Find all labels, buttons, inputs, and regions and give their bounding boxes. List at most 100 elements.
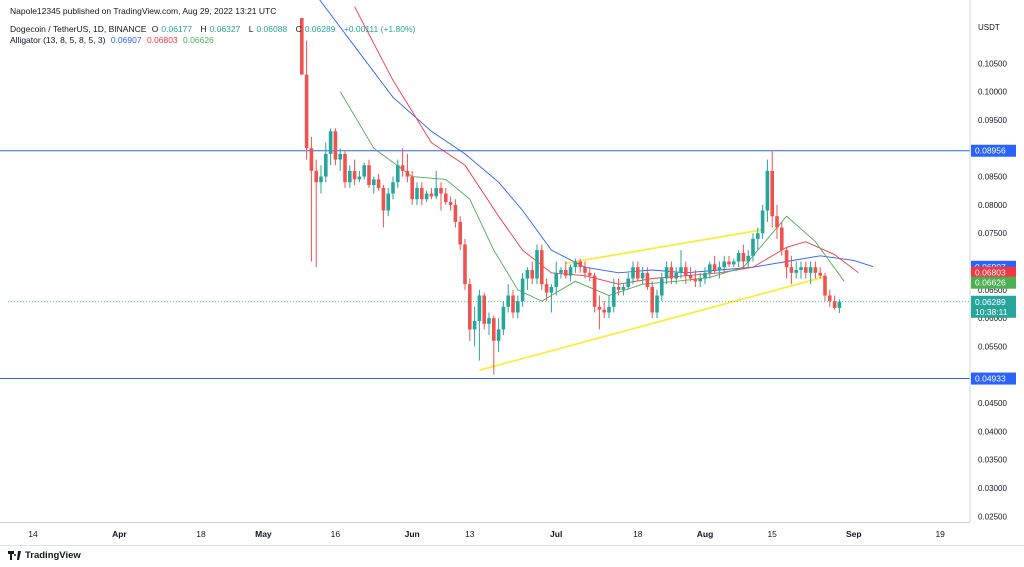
- candle: [458, 216, 462, 251]
- candle: [405, 153, 410, 183]
- alligator-lips-line: [339, 91, 845, 302]
- candle-body: [415, 187, 419, 200]
- candle-body: [626, 278, 630, 287]
- candle: [482, 292, 486, 330]
- candle-body: [319, 176, 323, 183]
- candle-body: [477, 295, 482, 321]
- candle-body: [381, 187, 386, 211]
- y-tick-label: 0.02500: [978, 512, 1007, 521]
- candle: [832, 295, 837, 310]
- high-value: 0.06327: [209, 24, 241, 34]
- y-tick-label: 0.05500: [978, 342, 1007, 351]
- candle-body: [621, 286, 626, 290]
- countdown-label: 10:38:11: [975, 307, 1008, 317]
- candle: [775, 204, 779, 239]
- candle: [626, 272, 630, 290]
- y-tick-label: 0.10500: [978, 59, 1007, 68]
- candle-body: [405, 170, 410, 177]
- candle: [770, 150, 774, 228]
- price-badge: [971, 295, 1016, 318]
- axes: [0, 0, 1024, 546]
- candle: [540, 244, 544, 290]
- candle-body: [525, 270, 530, 279]
- candle: [549, 284, 554, 313]
- candles: [300, 18, 842, 375]
- candle-body: [333, 131, 338, 160]
- candle: [391, 176, 395, 200]
- candle-body: [765, 170, 770, 211]
- wedge-trendlines[interactable]: [479, 228, 826, 372]
- indicator-legend[interactable]: Alligator (13, 8, 5, 8, 5, 3) 0.06907 0.…: [10, 35, 217, 46]
- candle: [453, 199, 458, 228]
- candle-body: [487, 318, 491, 324]
- candle-body: [554, 272, 558, 287]
- candle-body: [756, 233, 760, 239]
- candle-body: [492, 318, 496, 341]
- candle-body: [544, 284, 549, 293]
- candle: [357, 170, 362, 183]
- open-label: O: [151, 24, 159, 34]
- candle: [343, 151, 347, 188]
- candle: [434, 170, 438, 200]
- candle-body: [597, 306, 602, 310]
- candle: [784, 247, 789, 279]
- y-tick-label: 0.09500: [978, 116, 1007, 125]
- candle-body: [660, 278, 664, 296]
- price-badge-label: 0.06626: [975, 278, 1006, 288]
- candle-body: [784, 250, 789, 268]
- candle-body: [602, 309, 606, 313]
- symbol-name[interactable]: Dogecoin / TetherUS, 1D, BINANCE: [10, 24, 147, 34]
- candle: [631, 261, 635, 285]
- candle: [520, 272, 525, 307]
- candle: [477, 289, 482, 361]
- price-badge: [971, 266, 1016, 279]
- candle-body: [429, 193, 434, 197]
- lips-value: 0.06626: [183, 35, 214, 45]
- candle: [487, 312, 491, 336]
- candle-body: [362, 165, 366, 177]
- candle: [804, 261, 808, 279]
- horizontal-lines[interactable]: 0.08956 0.04933: [0, 144, 1016, 385]
- candle-body: [300, 18, 304, 75]
- y-tick-label: 0.03000: [978, 484, 1007, 493]
- candle-body: [444, 193, 448, 203]
- candle-body: [789, 267, 794, 273]
- x-tick-label: 14: [28, 529, 38, 539]
- candle: [429, 187, 434, 200]
- candle-body: [828, 295, 832, 302]
- candle-body: [400, 165, 405, 171]
- candle: [703, 267, 707, 285]
- candle-body: [568, 267, 573, 276]
- candle: [698, 272, 702, 287]
- candle-body: [338, 153, 342, 160]
- candle-body: [578, 261, 582, 268]
- tradingview-logo[interactable]: TradingView: [8, 550, 81, 561]
- candle: [684, 261, 688, 285]
- indicator-name[interactable]: Alligator (13, 8, 5, 8, 5, 3): [10, 35, 106, 45]
- brand-text: TradingView: [25, 550, 81, 561]
- candle: [506, 284, 510, 313]
- candle-body: [367, 165, 371, 186]
- candle: [799, 261, 803, 279]
- candle-body: [448, 202, 453, 205]
- candle: [314, 159, 318, 268]
- y-tick-label: 0.06500: [978, 286, 1007, 295]
- y-tick-label: 0.08500: [978, 173, 1007, 182]
- candle: [338, 148, 342, 171]
- candle-body: [458, 221, 462, 245]
- candle: [463, 238, 467, 290]
- candle-body: [453, 204, 458, 222]
- candle: [530, 261, 534, 285]
- candle: [468, 278, 472, 341]
- currency-label: USDT: [978, 23, 1000, 32]
- candle: [583, 261, 587, 279]
- candle-body: [424, 193, 429, 200]
- symbol-legend[interactable]: Dogecoin / TetherUS, 1D, BINANCE O 0.0617…: [10, 24, 418, 35]
- candle: [823, 272, 827, 302]
- candle: [813, 261, 818, 279]
- candle-body: [516, 301, 520, 313]
- candle-body: [775, 216, 779, 228]
- candle: [794, 261, 798, 279]
- candle-body: [645, 272, 650, 287]
